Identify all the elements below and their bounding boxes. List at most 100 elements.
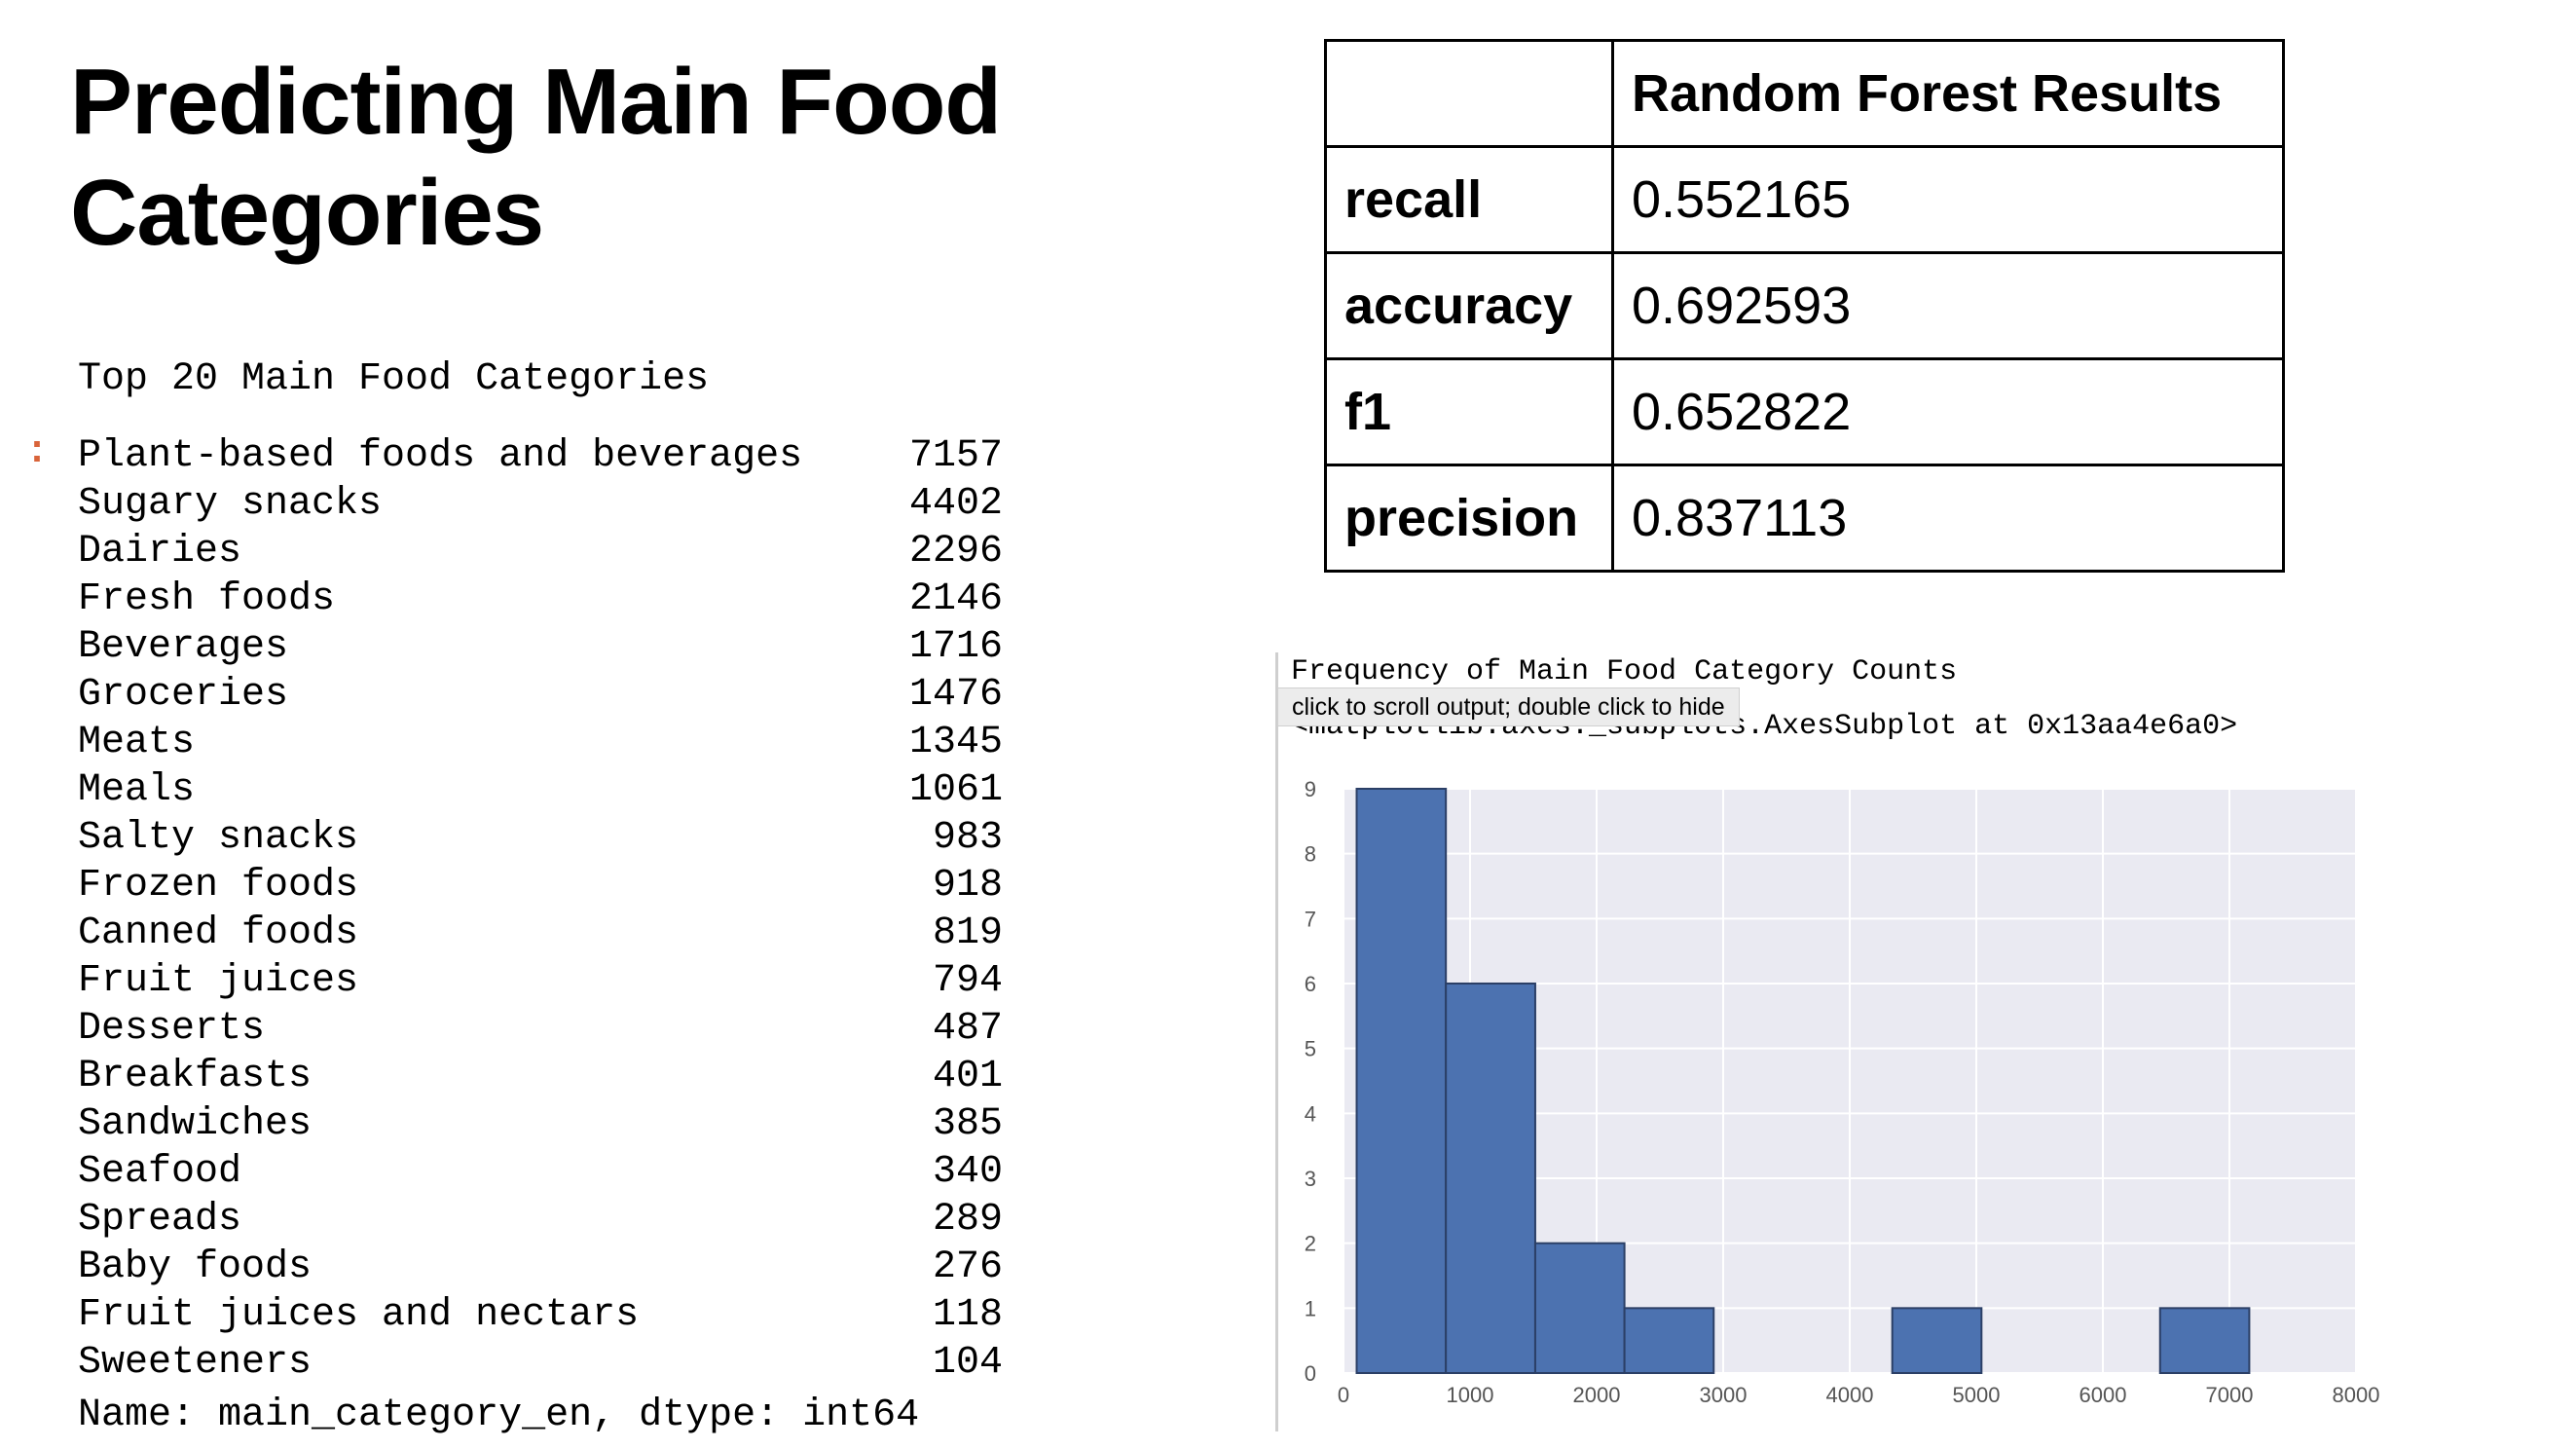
category-count: 819 [932,911,1003,955]
y-tick-label: 7 [1305,907,1316,931]
category-label: Canned foods [78,911,359,955]
x-tick-label: 1000 [1447,1383,1494,1407]
table-row: recall 0.552165 [1324,145,2285,254]
category-count: 104 [932,1341,1003,1385]
category-row: Sugary snacks 4402 [78,480,1003,528]
category-row: Meats 1345 [78,719,1003,766]
category-count: 118 [932,1293,1003,1337]
category-list-header: Top 20 Main Food Categories [78,357,710,401]
category-row: Groceries 1476 [78,671,1003,719]
slide-title-line2: Categories [70,161,544,265]
x-tick-label: 2000 [1573,1383,1621,1407]
category-label: Dairies [78,530,242,574]
metric-name-accuracy: accuracy [1324,251,1614,360]
table-row: accuracy 0.692593 [1324,251,2285,360]
series-footer: Name: main_category_en, dtype: int64 [78,1393,920,1437]
category-row: Dairies 2296 [78,528,1003,576]
category-row: Seafood 340 [78,1148,1003,1196]
metric-value-recall: 0.552165 [1611,145,2285,254]
category-count: 1345 [908,721,1003,764]
x-tick-label: 7000 [2206,1383,2254,1407]
x-tick-label: 5000 [1953,1383,2001,1407]
category-label: Sugary snacks [78,482,383,526]
histogram-bar [1891,1307,1983,1374]
category-count: 289 [932,1198,1003,1242]
category-count: 401 [932,1055,1003,1098]
category-label: Spreads [78,1198,242,1242]
y-tick-label: 0 [1305,1361,1316,1386]
category-row: Breakfasts 401 [78,1053,1003,1100]
category-count: 1061 [908,768,1003,812]
category-label: Seafood [78,1150,242,1194]
y-tick-label: 1 [1305,1296,1316,1320]
category-count: 1476 [908,673,1003,717]
category-row: Meals 1061 [78,766,1003,814]
category-row: Desserts 487 [78,1005,1003,1053]
category-label: Plant-based foods and beverages [78,434,803,478]
table-row: precision 0.837113 [1324,464,2285,573]
category-list: Plant-based foods and beverages 7157 Sugar… [78,432,1003,1387]
scroll-output-tooltip[interactable]: click to scroll output; double click to … [1277,687,1740,726]
category-count: 7157 [908,434,1003,478]
metric-value-precision: 0.837113 [1611,464,2285,573]
y-tick-label: 2 [1305,1232,1316,1256]
x-tick-label: 0 [1338,1383,1349,1407]
category-row: Baby foods 276 [78,1244,1003,1291]
category-label: Desserts [78,1007,266,1051]
metric-name-precision: precision [1324,464,1614,573]
category-count: 487 [932,1007,1003,1051]
category-count: 276 [932,1245,1003,1289]
y-tick-label: 8 [1305,842,1316,867]
category-row: Sandwiches 385 [78,1100,1003,1148]
metric-value-f1: 0.652822 [1611,357,2285,466]
histogram-chart: 0 1000 2000 3000 4000 5000 6000 7000 8000 0 1 2 3 4 5 6… [1305,777,2380,1407]
table-header-cell: Random Forest Results [1611,39,2285,148]
category-label: Fruit juices and nectars [78,1293,640,1337]
metric-name-f1: f1 [1324,357,1614,466]
histogram-bar [1445,983,1536,1374]
category-label: Fruit juices [78,959,359,1003]
metric-value-accuracy: 0.692593 [1611,251,2285,360]
category-row: Plant-based foods and beverages 7157 [78,432,1003,480]
category-label: Breakfasts [78,1055,313,1098]
category-label: Frozen foods [78,864,359,908]
category-count: 983 [932,816,1003,860]
histogram-bar [1355,788,1448,1374]
slide-title-line1: Predicting Main Food [70,50,1002,154]
category-row: Beverages 1716 [78,623,1003,671]
y-tick-label: 4 [1305,1101,1316,1126]
random-forest-results-table: Random Forest Results recall 0.552165 ac… [1324,39,2285,573]
category-row: Salty snacks 983 [78,814,1003,862]
metric-name-recall: recall [1324,145,1614,254]
y-tick-label: 9 [1305,777,1316,801]
category-row: Sweeteners 104 [78,1339,1003,1387]
output-cell-area[interactable] [1275,652,2349,1431]
category-count: 2146 [908,577,1003,621]
category-count: 1716 [908,625,1003,669]
category-label: Meats [78,721,196,764]
category-label: Sweeteners [78,1341,313,1385]
category-label: Beverages [78,625,289,669]
category-row: Frozen foods 918 [78,862,1003,910]
table-header-row: Random Forest Results [1324,39,2285,148]
y-tick-label: 5 [1305,1037,1316,1061]
category-row: Fruit juices 794 [78,957,1003,1005]
category-label: Sandwiches [78,1102,313,1146]
output-printed-title: Frequency of Main Food Category Counts [1291,655,1958,688]
category-row: Canned foods 819 [78,910,1003,957]
x-tick-label: 8000 [2333,1383,2380,1407]
category-count: 794 [932,959,1003,1003]
category-row: Fruit juices and nectars 118 [78,1291,1003,1339]
category-row: Spreads 289 [78,1196,1003,1244]
table-corner-cell [1324,39,1614,148]
output-prompt-marker: : [25,430,50,474]
y-tick-label: 3 [1305,1167,1316,1191]
category-label: Groceries [78,673,289,717]
category-label: Fresh foods [78,577,336,621]
category-label: Salty snacks [78,816,359,860]
table-row: f1 0.652822 [1324,357,2285,466]
x-tick-label: 3000 [1700,1383,1748,1407]
category-count: 385 [932,1102,1003,1146]
y-tick-label: 6 [1305,972,1316,996]
histogram-bar [1623,1307,1715,1374]
